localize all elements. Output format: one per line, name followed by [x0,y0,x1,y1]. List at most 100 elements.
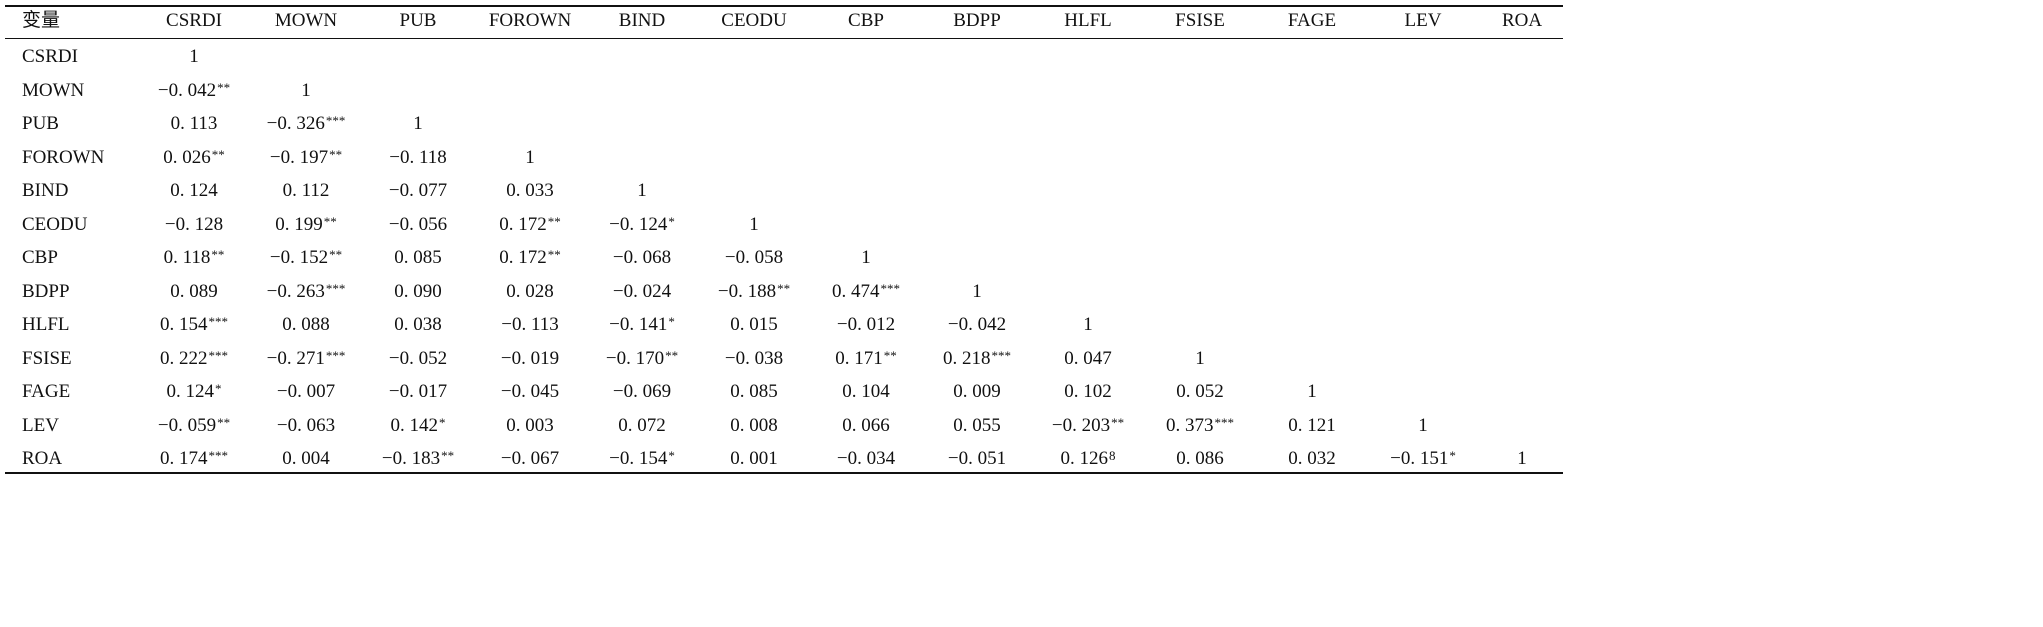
cell-value: 0. 104 [842,381,890,402]
cell-value: −0. 024 [612,280,672,302]
cell-value: 1 [189,46,199,67]
table-cell: 1 [301,80,311,102]
cell-value: 0. 086 [1176,448,1224,469]
table-cell: 0. 113 [171,113,218,135]
significance-marker: *** [880,280,901,296]
table-cell: 1 [749,214,759,236]
column-header: BDPP [953,10,1001,31]
significance-marker: ** [329,146,343,162]
table-cell: −0. 170** [606,348,678,371]
table-cell: 0. 089 [170,281,218,303]
table-cell: −0. 113 [501,314,559,336]
cell-value: −0. 052 [388,347,448,369]
table-cell: 1 [1517,448,1527,470]
cell-value: −0. 128 [164,213,224,235]
row-label: FSISE [22,347,72,369]
table-cell: 0. 072 [618,415,666,437]
cell-value: 0. 008 [730,414,778,436]
significance-marker: * [215,381,222,396]
cell-value: 0. 003 [506,414,554,436]
table-cell: 0. 032 [1288,448,1336,470]
table-cell: −0. 271*** [267,348,346,371]
row-label: LEV [22,414,59,436]
row-label: FOROWN [22,146,105,168]
cell-value: 1 [749,213,759,235]
cell-value: 0. 126 [1060,448,1109,469]
row-label: HLFL [22,314,70,335]
cell-value: 0. 218 [943,347,991,369]
table-cell: −0. 063 [277,415,335,437]
table-cell: −0. 058 [725,247,783,269]
row-label: CBP [22,247,58,268]
table-cell: 0. 121 [1288,415,1336,437]
table-cell: −0. 128 [165,214,223,236]
table-cell: 1 [1418,415,1428,437]
table-cell: −0. 052 [389,348,447,370]
cell-value: 0. 118 [163,247,211,268]
cell-value: 0. 102 [1064,381,1112,402]
column-header: LEV [1404,10,1442,31]
table-cell: 1 [525,147,535,169]
significance-marker: ** [323,213,337,229]
cell-value: 0. 047 [1064,347,1112,369]
table-cell: −0. 154* [609,448,675,471]
cell-value: −0. 069 [612,381,672,402]
column-header: HLFL [1064,10,1112,31]
table-cell: 0. 1268 [1061,448,1116,471]
table-cell: 1 [637,180,647,202]
table-cell: 1 [413,113,423,135]
cell-value: −0. 068 [612,247,672,268]
table-cell: −0. 059** [158,415,230,438]
cell-value: 0. 154 [160,314,208,335]
table-cell: −0. 067 [501,448,559,470]
table-cell: 1 [1083,314,1093,336]
significance-marker: * [668,213,675,229]
cell-value: −0. 183 [381,448,441,469]
table-cell: −0. 263*** [267,281,346,304]
table-cell: 0. 118** [164,247,225,270]
row-label: FAGE [22,381,71,402]
table-cell: 0. 085 [730,381,778,403]
table-cell: 1 [1307,381,1317,403]
cell-value: −0. 141 [609,314,668,335]
table-cell: 1 [861,247,871,269]
cell-value: 1 [1517,448,1527,469]
significance-marker: *** [208,347,229,363]
column-header: CSRDI [166,10,222,31]
column-header: ROA [1501,10,1543,31]
significance-marker: * [439,414,446,430]
significance-marker: *** [991,347,1012,363]
row-label: PUB [22,113,59,134]
cell-value: −0. 059 [157,414,217,436]
significance-marker: ** [329,247,343,262]
table-cell: −0. 034 [837,448,895,470]
cell-value: −0. 045 [500,381,560,402]
table-cell: −0. 326*** [267,113,346,136]
significance-marker: *** [325,347,346,363]
significance-marker: ** [665,347,679,363]
table-cell: 0. 066 [842,415,890,437]
table-top-rule [5,5,1563,7]
cell-value: −0. 203 [1051,414,1111,436]
cell-value: 0. 373 [1166,414,1214,436]
table-cell: 0. 474*** [832,281,900,304]
table-cell: 0. 086 [1176,448,1224,470]
table-cell: −0. 012 [837,314,895,336]
significance-marker: ** [217,79,231,95]
cell-value: 0. 112 [282,180,330,201]
cell-value: 0. 072 [618,414,666,436]
significance-marker: ** [441,448,455,463]
table-cell: 0. 104 [842,381,890,403]
table-cell: −0. 042** [158,80,230,103]
cell-value: 0. 033 [506,180,554,201]
row-label: BIND [22,180,69,201]
cell-value: −0. 063 [276,414,336,436]
significance-marker: *** [1214,414,1235,430]
cell-value: −0. 042 [947,314,1007,335]
column-header: CEODU [721,10,787,31]
table-cell: 0. 047 [1064,348,1112,370]
cell-value: 1 [413,113,423,134]
table-cell: 0. 028 [506,281,554,303]
table-cell: 0. 085 [394,247,442,269]
table-cell: 0. 015 [730,314,778,336]
